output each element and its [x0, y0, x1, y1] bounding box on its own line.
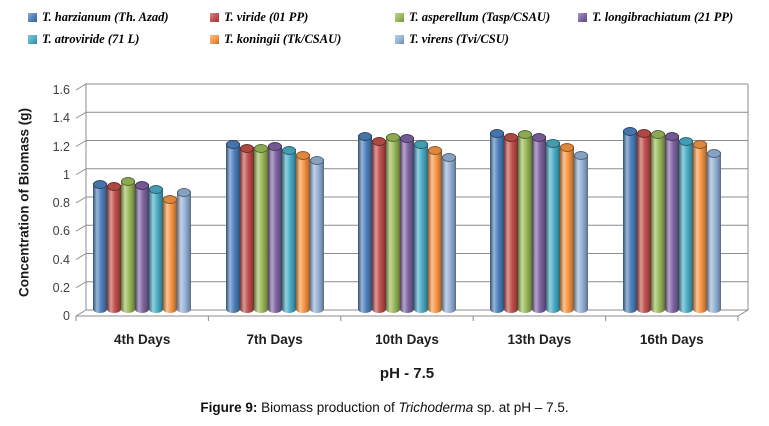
cylinder-bar	[309, 155, 324, 313]
category-label: 13th Days	[507, 332, 572, 347]
category-label: 10th Days	[375, 332, 439, 347]
cylinder-bar	[664, 131, 679, 313]
legend-swatch-icon	[210, 34, 219, 44]
cylinder-bar	[518, 130, 533, 313]
legend-swatch-icon	[578, 12, 587, 22]
cylinder-bar	[93, 179, 108, 313]
cylinder-bar	[546, 138, 561, 313]
legend-label: T. virens (Tvi/CSU)	[409, 32, 509, 46]
cylinder-bar	[358, 131, 372, 313]
y-tick-label: 0.8	[52, 196, 70, 210]
legend-label: T. harzianum (Th. Azad)	[42, 10, 169, 24]
legend-label: T. viride (01 PP)	[224, 10, 309, 24]
legend-item: T. virens (Tvi/CSU)	[395, 31, 509, 47]
cylinder-bar	[504, 133, 519, 313]
y-tick-label: 0.4	[52, 252, 70, 267]
cylinder-bar	[532, 133, 547, 313]
legend-swatch-icon	[395, 34, 404, 44]
legend-item: T. asperellum (Tasp/CSAU)	[395, 9, 550, 25]
y-tick-label: 0.6	[52, 224, 70, 239]
caption-figure-number: Figure 9:	[200, 400, 258, 415]
legend-item: T. koningii (Tk/CSAU)	[210, 31, 341, 47]
cylinder-bar	[163, 195, 178, 313]
cylinder-bar	[253, 144, 268, 313]
legend-item: T. harzianum (Th. Azad)	[28, 9, 169, 25]
cylinder-bar	[267, 141, 282, 313]
legend-label: T. longibrachiatum (21 PP)	[592, 10, 734, 24]
cylinder-bar	[239, 144, 254, 313]
cylinder-bar	[372, 137, 386, 313]
cylinder-bar	[622, 127, 637, 313]
legend-swatch-icon	[395, 12, 404, 22]
figure-caption: Figure 9: Biomass production of Trichode…	[0, 400, 769, 415]
y-tick-label: 0	[63, 309, 70, 323]
cylinder-bar	[706, 148, 721, 313]
legend-item: T. viride (01 PP)	[210, 9, 308, 25]
cylinder-bar	[107, 182, 122, 313]
cylinder-bar	[281, 145, 296, 313]
cylinder-bar	[177, 188, 192, 313]
y-tick-label: 1	[63, 167, 70, 182]
cylinder-bar	[225, 140, 240, 313]
cylinder-bar	[442, 152, 456, 313]
legend-label: T. asperellum (Tasp/CSAU)	[409, 10, 551, 24]
y-tick-label: 1.2	[52, 139, 70, 154]
legend-label: T. atroviride (71 L)	[42, 32, 140, 46]
legend-label: T. koningii (Tk/CSAU)	[224, 32, 342, 46]
legend-item: T. longibrachiatum (21 PP)	[578, 9, 733, 25]
category-label: 16th Days	[639, 332, 704, 347]
cylinder-bar	[636, 128, 651, 313]
cylinder-bar	[135, 181, 150, 313]
legend-item: T. atroviride (71 L)	[28, 31, 139, 47]
x-axis-title: pH - 7.5	[379, 365, 435, 382]
cylinder-bar	[386, 133, 400, 313]
legend-swatch-icon	[28, 34, 37, 44]
cylinder-bar	[574, 151, 589, 313]
cylinder-bar	[678, 137, 693, 313]
caption-genus-italic: Trichoderma	[398, 400, 474, 415]
cylinder-bar	[295, 151, 310, 313]
cylinder-bar	[414, 140, 428, 313]
cylinder-bar	[428, 145, 442, 313]
y-tick-label: 1.4	[52, 111, 70, 126]
category-label: 4th Days	[114, 332, 171, 347]
caption-text-after: sp. at pH – 7.5.	[473, 400, 569, 415]
cylinder-bar	[400, 134, 414, 313]
cylinder-bar	[149, 185, 164, 313]
caption-text-before: Biomass production of	[257, 400, 399, 415]
cylinder-bar	[650, 130, 665, 313]
cylinder-bar	[560, 142, 575, 313]
legend-swatch-icon	[210, 12, 219, 22]
y-tick-label: 1.6	[52, 83, 70, 97]
category-label: 7th Days	[246, 332, 303, 347]
cylinder-bar	[692, 140, 707, 313]
cylinder-bar	[490, 128, 505, 313]
y-tick-label: 0.2	[52, 280, 70, 295]
legend-swatch-icon	[28, 12, 37, 22]
cylinder-bar	[121, 176, 136, 313]
